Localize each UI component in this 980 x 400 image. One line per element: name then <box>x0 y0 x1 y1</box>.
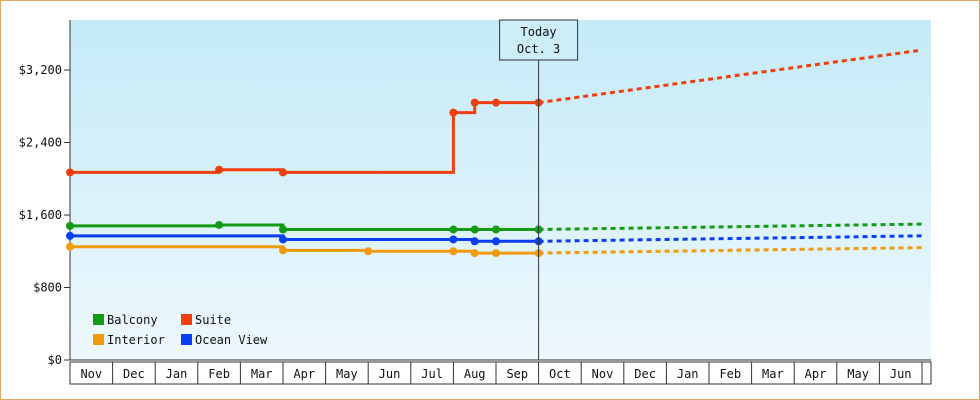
x-tick-label: Dec <box>123 367 145 381</box>
series-layer <box>66 48 923 258</box>
data-point <box>279 168 287 177</box>
x-tick-label: May <box>847 367 869 381</box>
legend-label: Ocean View <box>195 333 268 347</box>
data-point <box>449 108 458 117</box>
data-point <box>492 98 500 107</box>
today-marker: Today Oct. 3 <box>499 19 579 360</box>
data-point <box>470 225 479 234</box>
x-tick-label: Apr <box>293 367 315 381</box>
x-tick-label: Feb <box>208 367 230 381</box>
forecast-line <box>538 246 923 255</box>
x-tick-label: Mar <box>251 367 273 381</box>
legend: Balcony Suite Interior Ocean View <box>93 313 268 347</box>
today-label: Today <box>521 25 557 39</box>
x-tick-label: May <box>336 367 358 381</box>
x-tick-label: Nov <box>592 367 614 381</box>
y-tick-label: $3,200 <box>19 63 62 77</box>
series-interior <box>66 242 923 258</box>
y-tick-label: $2,400 <box>19 136 62 150</box>
series-ocean-view <box>66 231 923 246</box>
forecast-line <box>538 234 923 243</box>
legend-label: Suite <box>195 313 231 327</box>
series-balcony <box>66 220 923 234</box>
x-axis-band <box>69 361 932 385</box>
forecast-line <box>538 222 923 231</box>
legend-swatch <box>181 314 192 325</box>
data-point <box>279 246 287 255</box>
legend-label: Interior <box>107 333 165 347</box>
x-tick-label: Aug <box>464 367 486 381</box>
x-axis: Nov Dec Jan Feb Mar Apr May Jun Jul Aug Sep Oct Nov D… <box>69 359 932 385</box>
data-point <box>215 220 224 229</box>
data-point <box>492 249 500 258</box>
data-point <box>492 225 500 234</box>
y-axis-ticks: $0 $800 $1,600 $2,400 $3,200 <box>19 20 71 367</box>
today-date: Oct. 3 <box>517 42 560 56</box>
legend-swatch <box>93 314 104 325</box>
today-box <box>499 19 579 61</box>
data-point <box>449 247 458 256</box>
x-tick-label: Jan <box>166 367 188 381</box>
y-tick-label: $1,600 <box>19 208 62 222</box>
data-point <box>492 237 500 246</box>
forecast-line <box>538 48 923 105</box>
legend-swatch <box>93 334 104 345</box>
data-point <box>470 249 479 258</box>
x-tick-label: Jan <box>677 367 699 381</box>
plot-background <box>70 20 931 360</box>
data-point <box>470 98 479 107</box>
x-tick-label: Jul <box>421 367 443 381</box>
data-point <box>66 168 74 177</box>
x-tick-label: Apr <box>805 367 827 381</box>
legend-label: Balcony <box>107 313 158 327</box>
data-point <box>66 242 74 251</box>
x-tick-label: Oct <box>549 367 571 381</box>
y-tick-label: $800 <box>33 281 62 295</box>
series-suite <box>66 48 923 177</box>
data-point <box>279 235 287 244</box>
legend-swatch <box>181 334 192 345</box>
x-tick-label: Feb <box>719 367 741 381</box>
data-point <box>364 247 373 256</box>
x-tick-label: Mar <box>762 367 784 381</box>
data-point <box>66 231 74 240</box>
data-point <box>470 237 479 246</box>
data-point <box>449 235 458 244</box>
data-point <box>66 221 74 230</box>
x-tick-label: Jun <box>379 367 401 381</box>
data-point <box>449 225 458 234</box>
data-point <box>279 225 287 234</box>
x-tick-label: Dec <box>634 367 656 381</box>
y-tick-label: $0 <box>48 353 62 367</box>
data-point <box>215 165 224 174</box>
x-tick-label: Jun <box>890 367 912 381</box>
x-tick-label: Sep <box>506 367 528 381</box>
x-tick-label: Nov <box>80 367 102 381</box>
